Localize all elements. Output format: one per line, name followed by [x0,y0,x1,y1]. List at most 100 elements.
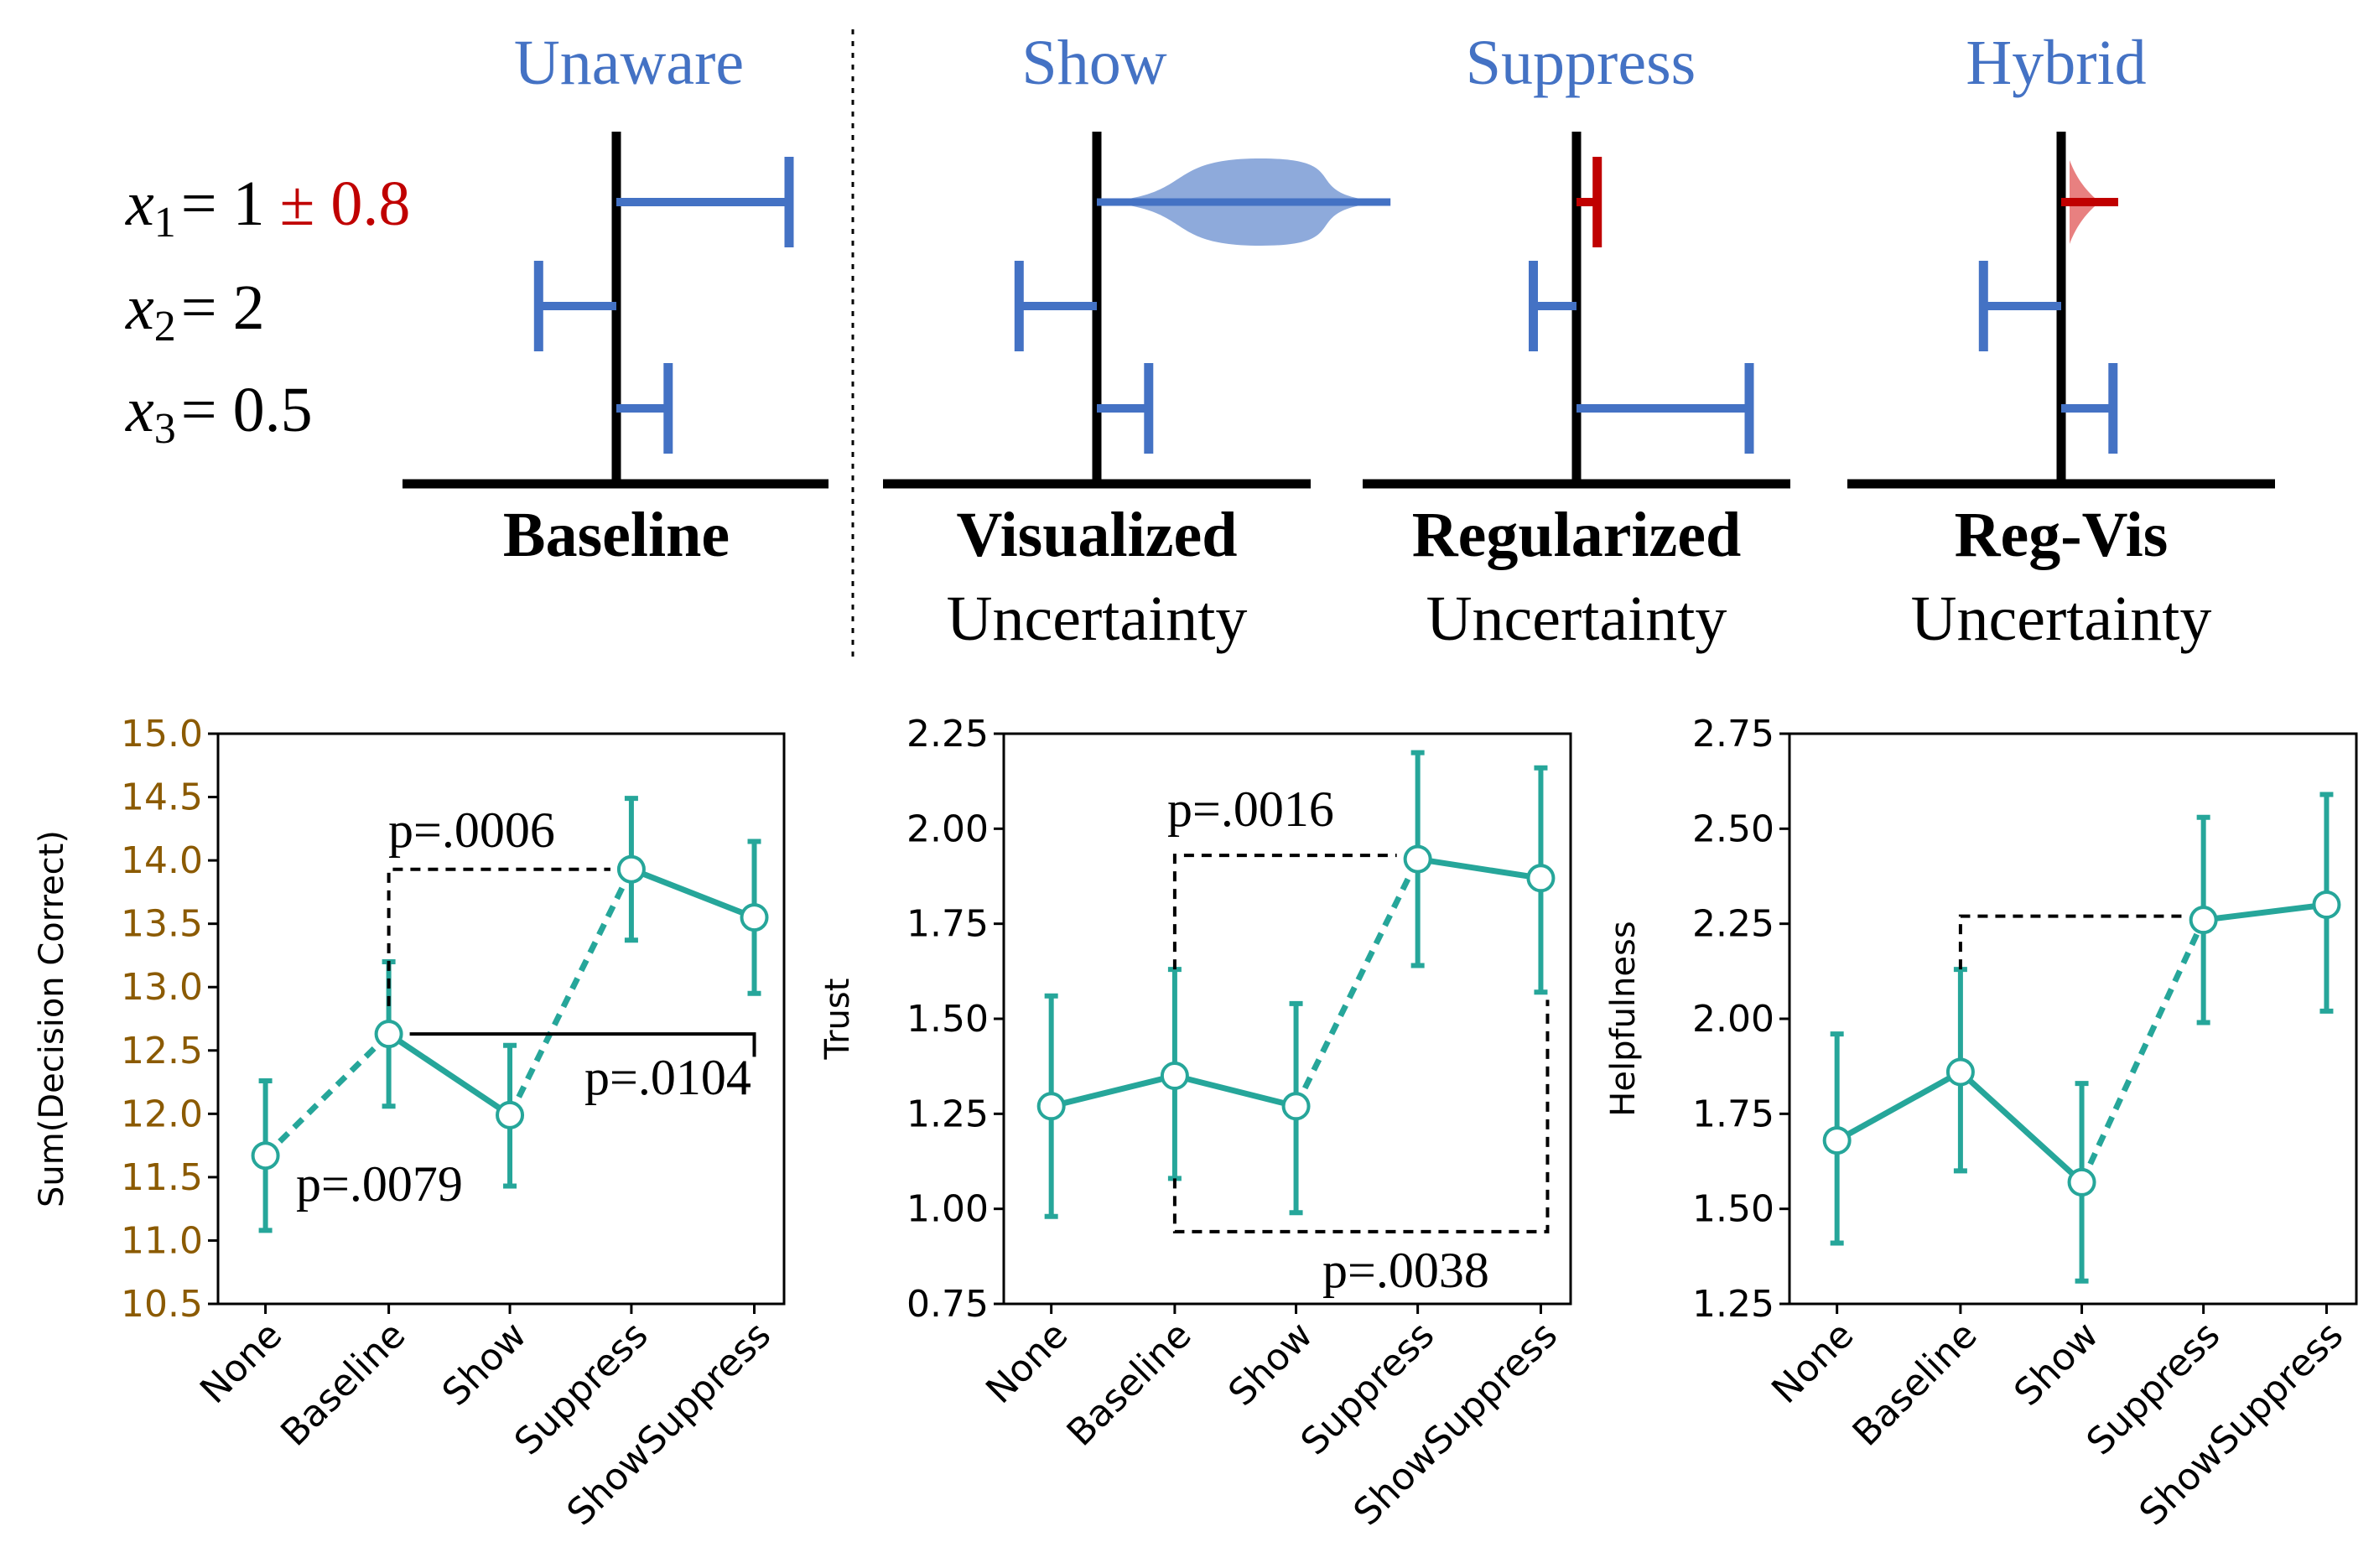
y-tick-label: 11.0 [121,1219,203,1262]
feature-label: x2= 2 [125,273,265,350]
feature-symbol: x [125,273,154,343]
plot-frame [216,732,786,1306]
p-value-label: p=.0079 [296,1156,463,1212]
feature-symbol: x [125,375,154,445]
x-tick-label: Baseline [1845,1314,1986,1455]
feature-subscript: 1 [154,199,176,247]
y-tick-label: 13.0 [121,966,203,1009]
y-tick-label: 2.25 [1692,903,1774,946]
series-segment [2203,901,2327,923]
data-point [2189,906,2218,935]
y-tick-label: 15.0 [121,713,203,755]
attribution-panel: Baseline [403,132,828,570]
x-tick-label: Show [1220,1314,1321,1415]
significance-bracket [1172,999,1550,1233]
series-segment [1958,1069,2084,1185]
condition-title: Suppress [1466,28,1696,98]
panel-title: Baseline [503,500,730,570]
y-axis-label: Helpfulness [1604,921,1643,1116]
p-value-label: p=.0006 [388,802,555,858]
y-tick-label: 1.75 [906,903,989,946]
significance-bracket [387,867,610,1006]
significance-bracket [1172,854,1397,970]
feature-uncertainty: ± 0.8 [280,169,411,239]
data-point [616,854,646,884]
data-point [1526,864,1556,893]
series-segment [1417,856,1541,881]
feature-subscript: 2 [154,303,176,350]
data-point [2067,1167,2096,1197]
y-tick-label: 1.75 [1692,1093,1774,1135]
series-segment [1835,1069,1962,1144]
data-point [1160,1062,1189,1090]
chart-2: 1.25 1.50 1.75 2.00 2.25 2.50 2.75 Helpfulness N… [1604,713,2358,1534]
significance-bracket [409,1032,756,1057]
y-tick-label: 12.0 [121,1093,203,1135]
feature-equals: = 0.5 [181,375,313,445]
panel-subtitle: Uncertainty [1426,584,1727,654]
data-point [1822,1126,1852,1155]
y-tick-label: 1.50 [1692,1188,1774,1231]
y-tick-label: 2.50 [1692,807,1774,850]
y-tick-label: 1.25 [906,1093,989,1135]
feature-label: x1= 1 ± 0.8 [125,169,410,247]
y-tick-label: 0.75 [906,1283,989,1326]
panel-title: Reg-Vis [1955,500,2169,570]
x-tick-label: None [192,1314,290,1412]
plot-frame [1788,732,2358,1306]
panel-title: Regularized [1412,500,1742,570]
p-value-label: p=.0104 [584,1050,751,1105]
y-tick-label: 10.5 [121,1283,203,1326]
x-tick-label: None [978,1314,1076,1412]
significance-bracket [1958,914,2183,970]
x-tick-label: Show [2006,1314,2106,1415]
y-tick-label: 13.5 [121,903,203,946]
y-tick-label: 12.5 [121,1030,203,1072]
condition-title: Unaware [514,28,744,98]
condition-title: Show [1021,28,1166,98]
y-tick-label: 2.00 [1692,998,1774,1041]
attribution-panel: Visualized Uncertainty [883,132,1391,654]
attribution-panel: Reg-Vis Uncertainty [1847,132,2275,654]
y-axis-label: Sum(Decision Correct) [33,830,71,1207]
y-tick-label: 2.75 [1692,713,1774,755]
y-tick-label: 1.50 [906,998,989,1041]
feature-label: x3= 0.5 [125,375,313,453]
data-point [251,1141,280,1171]
condition-title: Hybrid [1966,28,2146,98]
data-point [740,903,769,932]
data-point [1403,844,1432,874]
feature-equals: = 1 [181,169,265,239]
series-segment [506,868,635,1117]
series-segment [263,1031,392,1158]
data-point [1036,1092,1066,1121]
y-tick-label: 1.00 [906,1188,989,1231]
series-segment [630,866,756,921]
feature-symbol: x [125,169,154,239]
x-tick-label: Baseline [1059,1314,1200,1455]
p-value-label: p=.0038 [1322,1243,1489,1298]
feature-subscript: 3 [154,405,176,453]
panel-subtitle: Uncertainty [1911,584,2212,654]
panel-title: Visualized [957,500,1238,570]
data-point [2312,890,2341,919]
x-tick-label: Show [434,1314,535,1415]
p-value-label: p=.0016 [1167,781,1334,837]
series-segment [1050,1072,1176,1109]
x-tick-label: Baseline [273,1314,413,1455]
p-value-annotations: p=.0006 p=.0079 p=.0104 p=.0016 p=.0038 [296,781,1489,1298]
series-segment [1174,1072,1297,1109]
x-tick-label: None [1763,1314,1862,1412]
y-tick-label: 14.0 [121,839,203,882]
data-point [1945,1057,1975,1087]
feature-equals: = 2 [181,273,265,343]
series-segment [2079,918,2206,1184]
y-tick-label: 1.25 [1692,1283,1774,1326]
data-point [374,1020,403,1049]
y-tick-label: 2.00 [906,807,989,850]
y-tick-label: 2.25 [906,713,989,755]
series-segment [387,1031,512,1118]
